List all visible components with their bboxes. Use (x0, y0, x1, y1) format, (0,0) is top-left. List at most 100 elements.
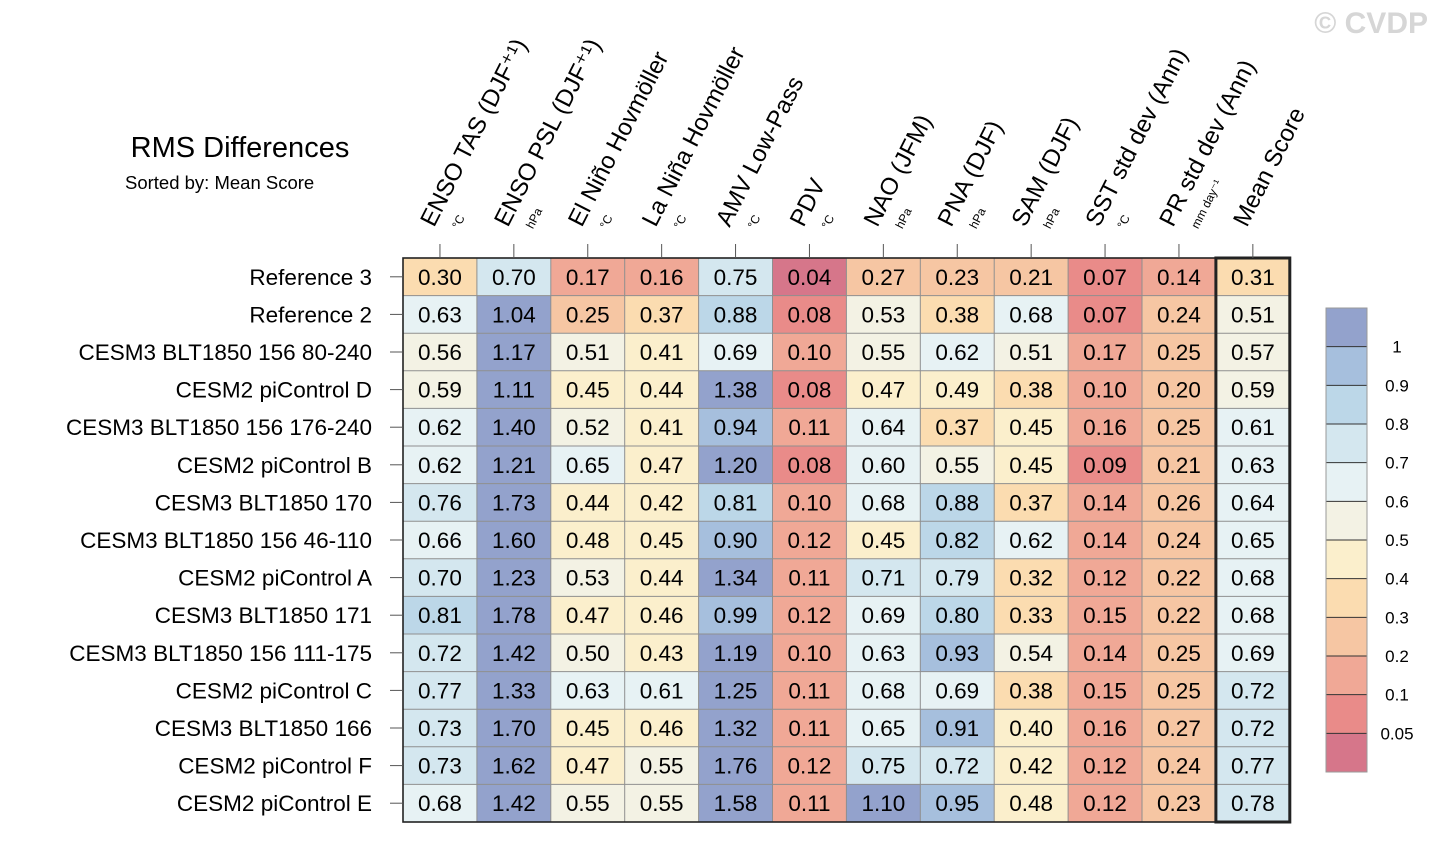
cell-value: 0.38 (1009, 378, 1053, 403)
cell-value: 0.30 (418, 265, 462, 290)
column-label: PDV°C (785, 174, 838, 230)
heatmap-cell (1142, 671, 1217, 710)
colorbar-border (1325, 307, 1368, 773)
cell-value: 0.55 (861, 340, 905, 365)
heatmap-cell (624, 596, 700, 635)
heatmap-cell (550, 746, 626, 785)
cell-value: 0.25 (1157, 340, 1201, 365)
cell-value: 0.45 (1009, 415, 1053, 440)
chart-subtitle: Sorted by: Mean Score (125, 172, 314, 193)
heatmap-cell (1068, 596, 1143, 635)
heatmap-cell (624, 333, 700, 372)
heatmap-cell (772, 295, 847, 334)
heatmap-cell (1215, 784, 1291, 823)
heatmap-cell (994, 295, 1069, 334)
heatmap-cell (698, 671, 773, 710)
cell-value: 0.63 (1231, 453, 1275, 478)
column-label-text: PNA (DJF) (933, 116, 1009, 230)
cell-value: 0.55 (566, 791, 610, 816)
cell-value: 0.68 (418, 791, 462, 816)
heatmap-cell (550, 333, 626, 372)
cell-value: 0.62 (418, 453, 462, 478)
heatmap-cell (846, 333, 921, 372)
heatmap-cell (920, 295, 995, 334)
cell-value: 0.51 (1231, 302, 1275, 327)
cell-value: 0.45 (861, 528, 905, 553)
colorbar-tick-label: 0.5 (1385, 531, 1409, 550)
row-label: CESM2 piControl C (176, 678, 372, 703)
heatmap-cell (1215, 634, 1291, 673)
heatmap-cell (1142, 446, 1217, 485)
cell-value: 1.42 (492, 791, 536, 816)
cell-value: 0.73 (418, 754, 462, 779)
heatmap-cell (1215, 521, 1291, 560)
cell-value: 0.23 (935, 265, 979, 290)
cell-value: 1.10 (861, 791, 905, 816)
heatmap-cell (476, 483, 552, 522)
cell-value: 0.41 (640, 415, 684, 440)
heatmap-cell (846, 483, 921, 522)
cell-value: 0.42 (640, 490, 684, 515)
heatmap-cell (550, 483, 626, 522)
heatmap-cell (846, 521, 921, 560)
heatmap-cell (698, 370, 773, 409)
colorbar: 1 0.9 0.8 0.7 0.6 0.5 0.4 0.3 0.2 0.1 0.05 (1325, 307, 1414, 773)
heatmap-cell (476, 746, 552, 785)
cell-value: 0.91 (935, 716, 979, 741)
cell-value: 0.33 (1009, 603, 1053, 628)
heatmap-cell (1142, 784, 1217, 823)
heatmap-cell (550, 521, 626, 560)
cell-value: 0.11 (788, 415, 830, 440)
cell-value: 0.70 (492, 265, 536, 290)
column-unit: hPa (1040, 205, 1062, 231)
cell-value: 0.95 (935, 791, 979, 816)
heatmap-cell (550, 295, 626, 334)
column-unit: hPa (893, 205, 915, 231)
heatmap-cell (1142, 295, 1217, 334)
heatmap-cell (1068, 258, 1143, 297)
cell-value: 0.46 (640, 603, 684, 628)
colorbar-swatch (1326, 385, 1367, 425)
column-label: SST std dev (Ann)°C (1080, 44, 1193, 231)
cell-value: 0.69 (1231, 641, 1275, 666)
colorbar-swatch (1326, 694, 1367, 734)
heatmap-cell (920, 671, 995, 710)
heatmap-cell (1215, 370, 1291, 409)
heatmap-cell (846, 746, 921, 785)
heatmap-cell (920, 521, 995, 560)
heatmap-cell (1215, 408, 1291, 447)
row-label: CESM3 BLT1850 156 46-110 (80, 528, 372, 553)
cell-value: 1.17 (492, 340, 536, 365)
heatmap-cell (772, 258, 847, 297)
heatmap-cell (1142, 709, 1217, 748)
row-label: CESM3 BLT1850 156 176-240 (66, 415, 372, 440)
cell-value: 0.78 (1231, 791, 1275, 816)
heatmap-cell (403, 370, 478, 409)
heatmap-cell (846, 370, 921, 409)
cell-value: 0.27 (1157, 716, 1201, 741)
cell-value: 1.58 (714, 791, 758, 816)
heatmap-cell (403, 671, 478, 710)
heatmap-cell (624, 446, 700, 485)
cell-value: 0.40 (1009, 716, 1053, 741)
cell-value: 1.70 (492, 716, 536, 741)
heatmap-cell (1215, 295, 1291, 334)
heatmap-cell (772, 746, 847, 785)
heatmap-cell (698, 634, 773, 673)
cell-value: 0.44 (566, 490, 610, 515)
heatmap-cell (476, 671, 552, 710)
column-labels: ENSO TAS (DJF⁺¹)°C ENSO PSL (DJF⁺¹)hPa El … (415, 35, 1311, 258)
cell-value: 0.79 (935, 566, 979, 591)
heatmap-cell (624, 295, 700, 334)
heatmap-cell (403, 746, 478, 785)
heatmap-cell (550, 784, 626, 823)
heatmap-cell (1142, 746, 1217, 785)
heatmap-cell (476, 784, 552, 823)
colorbar-swatch (1326, 733, 1367, 773)
cell-value: 1.25 (714, 678, 758, 703)
heatmap-cell (772, 671, 847, 710)
cell-value: 0.32 (1009, 566, 1053, 591)
cell-value: 0.37 (640, 302, 684, 327)
heatmap-cell (1215, 258, 1291, 297)
column-unit: °C (449, 212, 468, 231)
